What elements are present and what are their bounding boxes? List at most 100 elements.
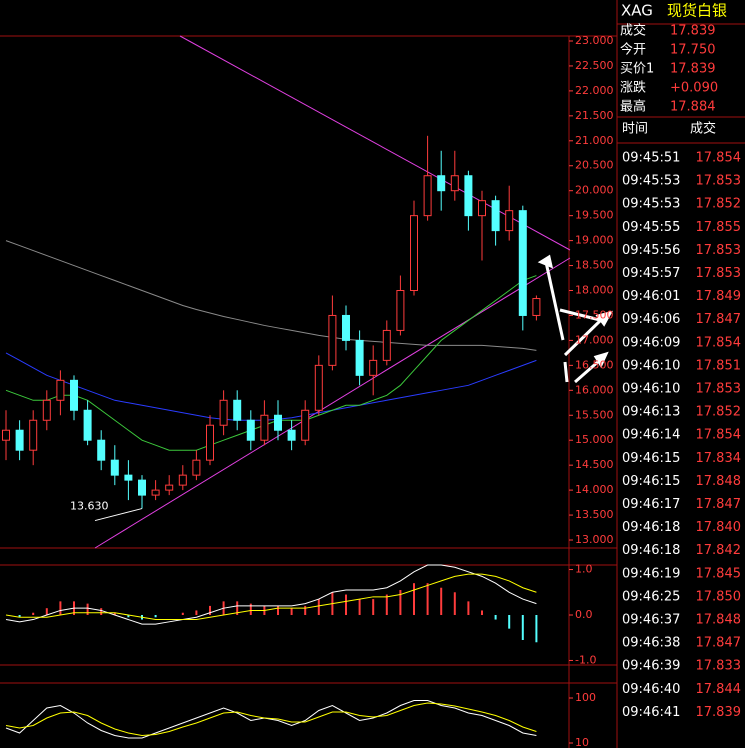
instrument-name: 现货白银 xyxy=(667,2,727,20)
y-tick-label: 18.500 xyxy=(575,259,614,272)
trade-price: 17.852 xyxy=(696,197,742,212)
trade-price: 17.847 xyxy=(696,497,742,512)
candle-body xyxy=(464,175,473,217)
y-tick-label: -1.0 xyxy=(575,653,596,666)
trades-header: 成交 xyxy=(690,121,716,137)
candle-body xyxy=(246,419,255,441)
trade-time: 09:46:10 xyxy=(622,358,680,373)
quote-label: 买价1 xyxy=(620,62,654,77)
quote-value: 17.884 xyxy=(670,100,716,115)
symbol: XAG xyxy=(621,2,653,20)
y-tick-label: 16.500 xyxy=(575,358,614,371)
candle-body xyxy=(301,409,310,441)
candle-body xyxy=(2,429,10,441)
candle-body xyxy=(219,399,228,426)
y-tick-label: 17.500 xyxy=(575,308,614,321)
trade-time: 09:45:53 xyxy=(622,174,680,189)
candle-body xyxy=(29,419,38,451)
trade-price: 17.840 xyxy=(696,520,742,535)
candle-body xyxy=(178,474,187,486)
y-tick-label: 13.000 xyxy=(575,533,614,546)
candle-body xyxy=(124,474,133,481)
quote-value: 17.750 xyxy=(670,43,716,58)
candle-body xyxy=(70,379,78,411)
trade-time: 09:45:55 xyxy=(622,220,680,235)
candle-body xyxy=(328,314,337,366)
candle-body xyxy=(532,298,541,316)
candle-body xyxy=(369,359,378,376)
trade-price: 17.839 xyxy=(696,705,742,720)
trade-price: 17.851 xyxy=(696,358,742,373)
y-tick-label: 22.500 xyxy=(575,59,614,72)
trend-lines xyxy=(94,35,571,549)
y-tick-label: 20.500 xyxy=(575,159,614,172)
trade-time: 09:45:51 xyxy=(622,151,680,166)
y-tick-label: 15.000 xyxy=(575,433,614,446)
low-pointer xyxy=(94,508,143,522)
candle-body xyxy=(274,414,282,431)
y-tick-label: 20.000 xyxy=(575,184,614,197)
indicator-line xyxy=(5,573,537,621)
y-tick-label: 23.000 xyxy=(575,34,614,47)
trade-time: 09:46:09 xyxy=(622,335,680,350)
trade-time: 09:46:15 xyxy=(622,451,680,466)
trade-price: 17.834 xyxy=(696,451,742,466)
y-tick-label: 100 xyxy=(575,691,596,704)
candle-body xyxy=(491,200,500,232)
y-tick-label: 18.000 xyxy=(575,284,614,297)
y-tick-label: 19.000 xyxy=(575,234,614,247)
y-tick-label: 13.500 xyxy=(575,508,614,521)
trade-time: 09:46:14 xyxy=(622,428,680,443)
candle-body xyxy=(478,200,486,217)
candle-body xyxy=(287,429,296,441)
trade-time: 09:46:10 xyxy=(622,382,680,397)
candle-body xyxy=(355,339,364,376)
y-tick-label: 15.500 xyxy=(575,408,614,421)
trade-price: 17.853 xyxy=(696,382,742,397)
candle-body xyxy=(260,414,269,441)
y-tick-label: 16.000 xyxy=(575,383,614,396)
candle-body xyxy=(233,399,242,421)
trade-price: 17.842 xyxy=(696,543,742,558)
trade-price: 17.850 xyxy=(696,589,742,604)
y-tick-label: 17.000 xyxy=(575,333,614,346)
y-tick-label: 10 xyxy=(575,736,589,748)
y-tick-label: 21.000 xyxy=(575,134,614,147)
candle-body xyxy=(151,489,160,496)
y-tick-label: 19.500 xyxy=(575,209,614,222)
trade-time: 09:46:38 xyxy=(622,636,680,651)
trade-price: 17.853 xyxy=(696,174,742,189)
quote-value: +0.090 xyxy=(670,81,718,96)
candle-body xyxy=(206,424,214,461)
trade-time: 09:46:41 xyxy=(622,705,680,720)
indicator-line xyxy=(5,700,537,739)
y-tick-label: 22.000 xyxy=(575,84,614,97)
trade-time: 09:46:13 xyxy=(622,405,680,420)
candle-body xyxy=(314,364,323,411)
candle-body xyxy=(42,399,51,421)
quote-label: 成交 xyxy=(620,23,646,39)
indicator-line xyxy=(5,564,537,625)
indicator-line xyxy=(5,275,537,451)
trade-time: 09:46:39 xyxy=(622,659,680,674)
trade-time: 09:46:37 xyxy=(622,613,680,628)
trade-time: 09:46:15 xyxy=(622,474,680,489)
quote-value: 17.839 xyxy=(670,24,716,39)
candle-body xyxy=(56,379,65,401)
candle-body xyxy=(110,459,119,476)
trade-time: 09:46:40 xyxy=(622,682,680,697)
candle-body xyxy=(15,429,24,451)
trade-price: 17.853 xyxy=(696,243,742,258)
candle-body xyxy=(396,290,405,331)
trade-time: 09:46:17 xyxy=(622,497,680,512)
indicator-line xyxy=(5,702,537,737)
candle-body xyxy=(342,314,350,341)
y-tick-label: 14.000 xyxy=(575,483,614,496)
y-tick-label: 14.500 xyxy=(575,458,614,471)
trade-price: 17.853 xyxy=(696,266,742,281)
candle-body xyxy=(382,329,391,361)
arrows xyxy=(537,254,613,384)
trade-price: 17.844 xyxy=(696,682,742,697)
candle-body xyxy=(192,459,201,476)
